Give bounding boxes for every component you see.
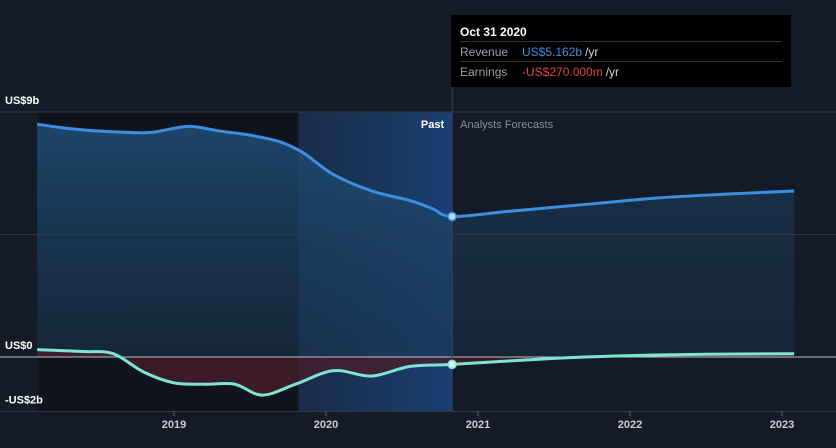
- y-axis-label: US$0: [5, 340, 33, 352]
- tooltip: Oct 31 2020 Revenue US$5.162b /yr Earnin…: [451, 15, 791, 87]
- tooltip-revenue-value: US$5.162b: [522, 44, 583, 59]
- x-tick-label: 2020: [314, 419, 338, 431]
- earnings-area: [37, 349, 795, 396]
- tooltip-revenue-label: Revenue: [460, 44, 509, 59]
- earnings-line: [37, 348, 795, 397]
- tooltip-earnings-label: Earnings: [460, 64, 508, 79]
- tooltip-revenue-unit: /yr: [585, 44, 599, 59]
- revenue-forecast-area: [452, 190, 795, 357]
- tooltip-date: Oct 31 2020: [460, 25, 527, 39]
- x-tick-label: 2023: [770, 419, 794, 431]
- tooltip-revenue-row: Revenue US$5.162b /yr: [460, 41, 782, 61]
- revenue-line: [37, 122, 795, 218]
- earnings-current-point: [447, 359, 457, 370]
- forecast-label: Analysts Forecasts: [460, 119, 553, 131]
- y-axis-label: US$9b: [5, 95, 40, 107]
- y-axis-label: -US$2b: [5, 394, 43, 406]
- tooltip-earnings-row: Earnings -US$270.000m /yr: [460, 61, 782, 81]
- x-tick-label: 2022: [618, 419, 642, 431]
- tooltip-earnings-unit: /yr: [605, 64, 620, 79]
- revenue-current-point: [447, 211, 457, 222]
- x-tick-label: 2019: [162, 419, 186, 431]
- tooltip-earnings-value: -US$270.000m: [522, 64, 603, 79]
- past-label: Past: [421, 119, 445, 131]
- x-tick-label: 2021: [466, 419, 490, 431]
